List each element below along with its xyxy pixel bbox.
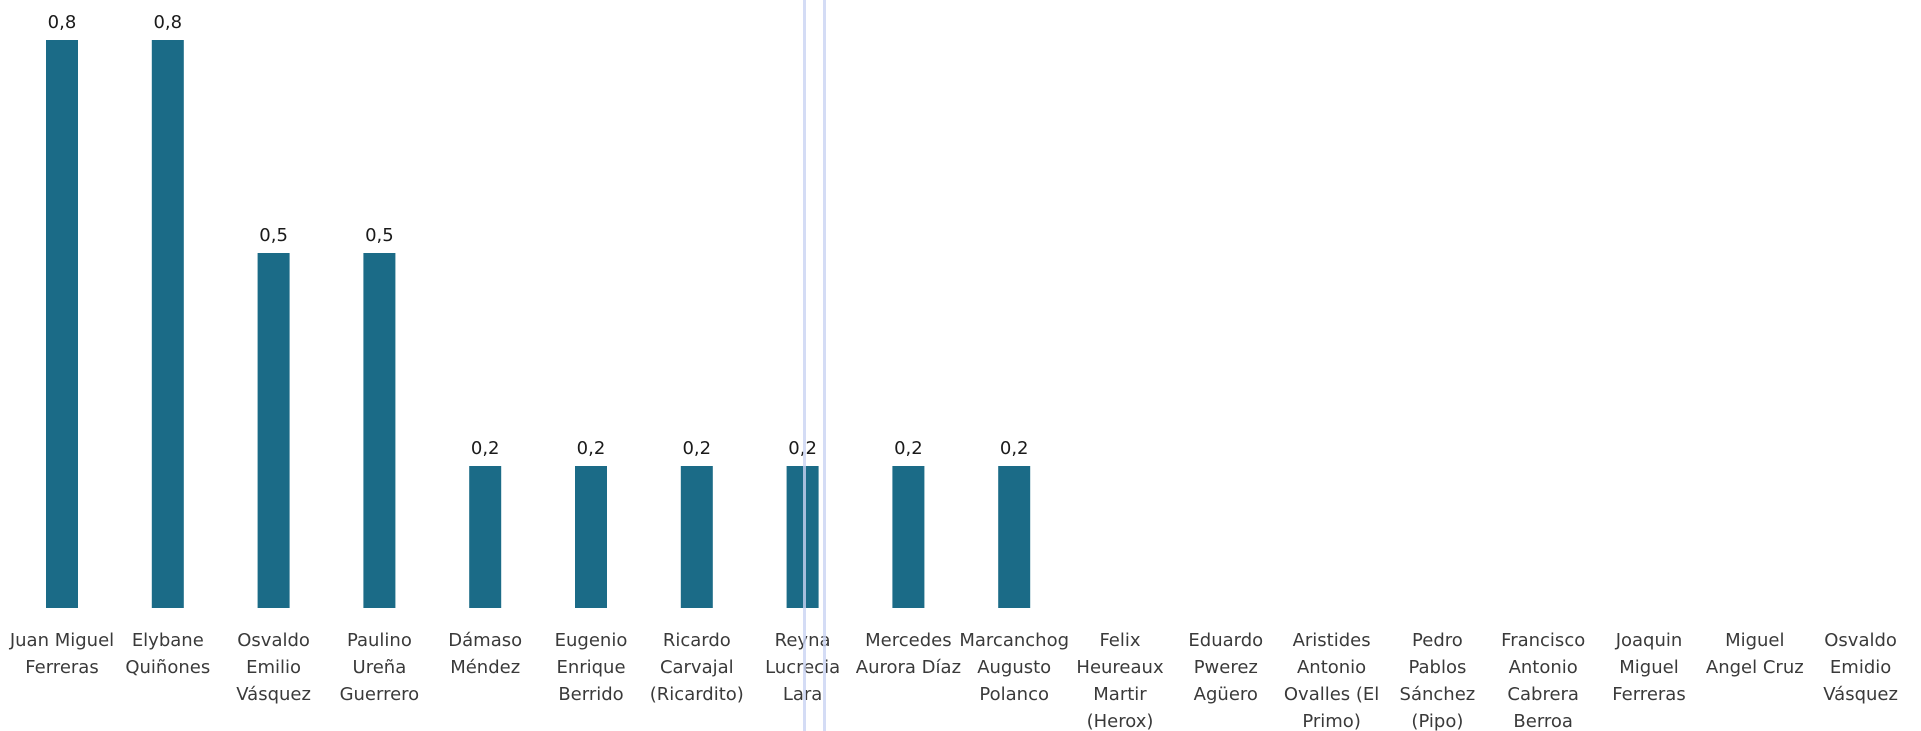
category-label: Osvaldo Emidio Vásquez bbox=[1823, 630, 1898, 705]
category-label-line: Pwerez bbox=[1194, 657, 1258, 678]
data-label: 0,8 bbox=[48, 12, 77, 33]
category-label: Felix Heureaux Martir (Herox) bbox=[1076, 630, 1164, 731]
category-label-line: Ovalles (El bbox=[1284, 684, 1379, 705]
category-label-line: Emidio bbox=[1830, 657, 1891, 678]
category-label-line: Pablos bbox=[1408, 657, 1466, 678]
bar bbox=[575, 466, 607, 608]
category-label: Mercedes Aurora Díaz bbox=[856, 630, 961, 678]
category-label-line: Augusto bbox=[977, 657, 1051, 678]
category-label-line: Polanco bbox=[979, 684, 1049, 705]
category-label-line: Mercedes bbox=[865, 630, 951, 651]
category-label: Dámaso Méndez bbox=[448, 630, 522, 678]
bar bbox=[998, 466, 1031, 608]
category-label: Joaquin Miguel Ferreras bbox=[1612, 630, 1685, 705]
bar bbox=[892, 466, 925, 608]
category-label: Juan Miguel Ferreras bbox=[9, 630, 114, 678]
category-label: Aristides Antonio Ovalles (El Primo) bbox=[1284, 630, 1379, 731]
data-label: 0,5 bbox=[259, 225, 288, 246]
bar bbox=[363, 253, 396, 608]
category-label-line: Dámaso bbox=[448, 630, 522, 651]
category-label: Miguel Angel Cruz bbox=[1706, 630, 1804, 678]
category-label-line: Aurora Díaz bbox=[856, 657, 961, 678]
category-label-line: Heureaux bbox=[1076, 657, 1164, 678]
category-label-line: Eduardo bbox=[1188, 630, 1263, 651]
category-label-line: Felix bbox=[1099, 630, 1140, 651]
category-label-line: Enrique bbox=[556, 657, 625, 678]
category-label-line: Lucrecia bbox=[765, 657, 840, 678]
category-label-line: Ureña bbox=[353, 657, 407, 678]
category-label: Elybane Quiñones bbox=[125, 630, 210, 678]
category-label-line: Eugenio bbox=[555, 630, 628, 651]
category-label: Pedro Pablos Sánchez (Pipo) bbox=[1400, 630, 1476, 731]
category-label-line: Quiñones bbox=[125, 657, 210, 678]
category-label-line: Cabrera bbox=[1507, 684, 1579, 705]
category-label-line: Reyna bbox=[775, 630, 831, 651]
category-label-line: Carvajal bbox=[660, 657, 734, 678]
category-label: Francisco Antonio Cabrera Berroa bbox=[1501, 630, 1585, 731]
bar bbox=[46, 40, 78, 608]
category-label-line: Lara bbox=[783, 684, 823, 705]
category-label-line: Vásquez bbox=[236, 684, 311, 705]
bar bbox=[151, 40, 184, 608]
category-label: Paulino Ureña Guerrero bbox=[340, 630, 420, 705]
category-label-line: Antonio bbox=[1297, 657, 1366, 678]
category-label-line: (Pipo) bbox=[1411, 711, 1463, 731]
category-label: Reyna Lucrecia Lara bbox=[765, 630, 840, 705]
category-label: Eduardo Pwerez Agüero bbox=[1188, 630, 1263, 705]
bar bbox=[469, 466, 502, 608]
category-label: Eugenio Enrique Berrido bbox=[555, 630, 628, 705]
data-label: 0,2 bbox=[471, 438, 500, 459]
data-label: 0,2 bbox=[682, 438, 711, 459]
category-label-line: Ferreras bbox=[25, 657, 98, 678]
data-label: 0,2 bbox=[788, 438, 817, 459]
scan-artifact-line bbox=[823, 0, 826, 731]
category-label-line: Martir bbox=[1093, 684, 1147, 705]
bar bbox=[680, 466, 713, 608]
category-label-line: Primo) bbox=[1302, 711, 1361, 731]
category-label-line: Miguel bbox=[1725, 630, 1784, 651]
bar bbox=[257, 253, 290, 608]
category-label-line: Antonio bbox=[1509, 657, 1578, 678]
category-label-line: Ricardo bbox=[663, 630, 731, 651]
category-label-line: Ferreras bbox=[1612, 684, 1685, 705]
data-label: 0,5 bbox=[365, 225, 394, 246]
category-label-line: Berroa bbox=[1513, 711, 1573, 731]
category-label-line: (Herox) bbox=[1087, 711, 1154, 731]
category-label: Marcanchog Augusto Polanco bbox=[959, 630, 1069, 705]
category-label-line: Miguel bbox=[1619, 657, 1678, 678]
data-label: 0,8 bbox=[153, 12, 182, 33]
category-label: Ricardo Carvajal (Ricardito) bbox=[650, 630, 744, 705]
category-label-line: Juan Miguel bbox=[9, 630, 114, 651]
category-label-line: Angel Cruz bbox=[1706, 657, 1804, 678]
category-label-line: (Ricardito) bbox=[650, 684, 744, 705]
bar bbox=[786, 466, 819, 608]
data-label: 0,2 bbox=[577, 438, 606, 459]
data-label: 0,2 bbox=[1000, 438, 1029, 459]
category-label-line: Francisco bbox=[1501, 630, 1585, 651]
category-label-line: Marcanchog bbox=[959, 630, 1069, 651]
category-label-line: Osvaldo bbox=[237, 630, 310, 651]
category-label-line: Osvaldo bbox=[1824, 630, 1897, 651]
category-label-line: Emilio bbox=[246, 657, 301, 678]
category-label-line: Paulino bbox=[347, 630, 412, 651]
data-label: 0,2 bbox=[894, 438, 923, 459]
category-label-line: Guerrero bbox=[340, 684, 420, 705]
category-label-line: Sánchez bbox=[1400, 684, 1476, 705]
category-label-line: Aristides bbox=[1293, 630, 1371, 651]
category-label-line: Agüero bbox=[1194, 684, 1258, 705]
category-label-line: Pedro bbox=[1412, 630, 1463, 651]
category-label-line: Vásquez bbox=[1823, 684, 1898, 705]
scan-artifact-line bbox=[803, 0, 806, 731]
category-label-line: Elybane bbox=[132, 630, 204, 651]
category-label-line: Berrido bbox=[558, 684, 623, 705]
category-label-line: Méndez bbox=[450, 657, 520, 678]
category-label: Osvaldo Emilio Vásquez bbox=[236, 630, 311, 705]
category-label-line: Joaquin bbox=[1615, 630, 1683, 651]
